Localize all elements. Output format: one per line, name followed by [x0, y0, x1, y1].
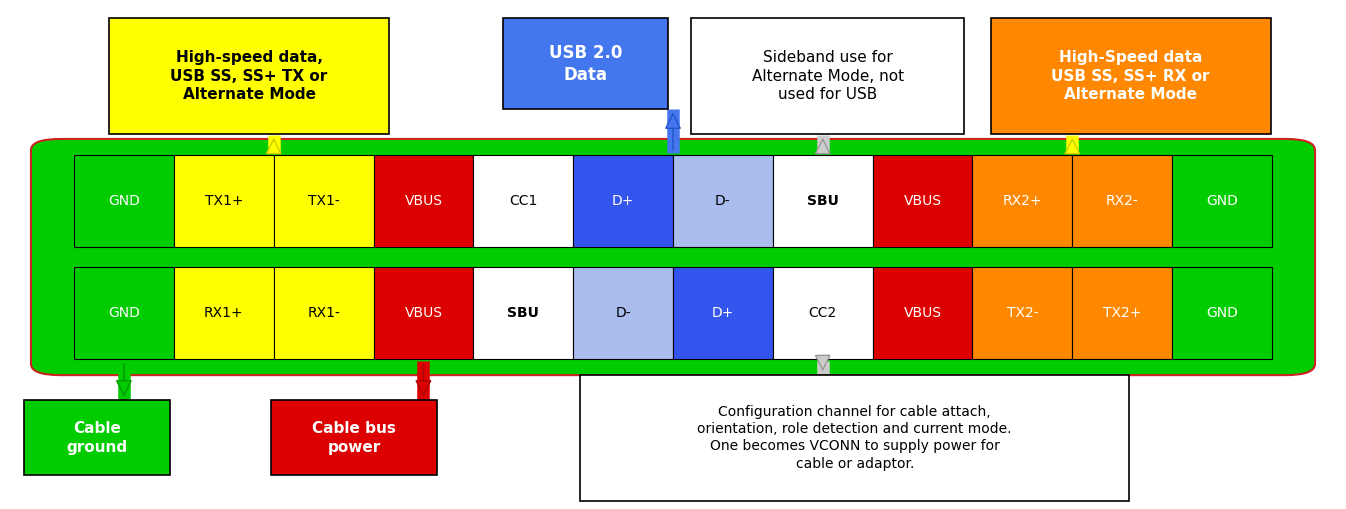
Text: VBUS: VBUS — [903, 305, 942, 320]
FancyBboxPatch shape — [374, 156, 474, 247]
Text: RX1-: RX1- — [307, 305, 341, 320]
Text: High-Speed data
USB SS, SS+ RX or
Alternate Mode: High-Speed data USB SS, SS+ RX or Altern… — [1051, 50, 1210, 102]
Text: Cable bus
power: Cable bus power — [312, 421, 396, 455]
Text: GND: GND — [1206, 305, 1238, 320]
FancyBboxPatch shape — [872, 156, 973, 247]
Text: CC1: CC1 — [509, 194, 537, 209]
FancyBboxPatch shape — [773, 156, 872, 247]
FancyBboxPatch shape — [74, 156, 174, 247]
Text: SBU: SBU — [806, 194, 839, 209]
FancyBboxPatch shape — [991, 18, 1271, 134]
Text: VBUS: VBUS — [404, 305, 443, 320]
FancyBboxPatch shape — [174, 267, 273, 359]
FancyBboxPatch shape — [673, 267, 773, 359]
FancyBboxPatch shape — [1073, 267, 1172, 359]
FancyBboxPatch shape — [773, 267, 872, 359]
FancyBboxPatch shape — [573, 156, 673, 247]
Text: VBUS: VBUS — [404, 194, 443, 209]
FancyBboxPatch shape — [109, 18, 389, 134]
FancyBboxPatch shape — [973, 156, 1073, 247]
FancyBboxPatch shape — [692, 18, 964, 134]
FancyBboxPatch shape — [273, 267, 374, 359]
FancyBboxPatch shape — [174, 156, 273, 247]
FancyBboxPatch shape — [24, 400, 170, 475]
FancyBboxPatch shape — [673, 156, 773, 247]
FancyBboxPatch shape — [31, 139, 1315, 375]
Text: High-speed data,
USB SS, SS+ TX or
Alternate Mode: High-speed data, USB SS, SS+ TX or Alter… — [171, 50, 327, 102]
FancyBboxPatch shape — [872, 267, 973, 359]
Text: RX1+: RX1+ — [205, 305, 244, 320]
FancyBboxPatch shape — [1073, 156, 1172, 247]
Text: GND: GND — [108, 305, 140, 320]
Text: RX2+: RX2+ — [1003, 194, 1042, 209]
FancyBboxPatch shape — [273, 156, 374, 247]
FancyBboxPatch shape — [973, 267, 1073, 359]
Text: Configuration channel for cable attach,
orientation, role detection and current : Configuration channel for cable attach, … — [697, 405, 1012, 471]
FancyBboxPatch shape — [1172, 267, 1272, 359]
FancyBboxPatch shape — [1172, 156, 1272, 247]
FancyBboxPatch shape — [503, 18, 668, 109]
Text: VBUS: VBUS — [903, 194, 942, 209]
Text: D-: D- — [615, 305, 631, 320]
Text: GND: GND — [1206, 194, 1238, 209]
Text: GND: GND — [108, 194, 140, 209]
Text: Sideband use for
Alternate Mode, not
used for USB: Sideband use for Alternate Mode, not use… — [751, 50, 905, 102]
Text: D+: D+ — [712, 305, 734, 320]
FancyBboxPatch shape — [573, 267, 673, 359]
Text: TX1-: TX1- — [308, 194, 339, 209]
FancyBboxPatch shape — [474, 267, 573, 359]
Text: TX2+: TX2+ — [1102, 305, 1141, 320]
Text: Cable
ground: Cable ground — [66, 421, 128, 455]
Text: CC2: CC2 — [809, 305, 837, 320]
Text: RX2-: RX2- — [1106, 194, 1139, 209]
Text: TX1+: TX1+ — [205, 194, 244, 209]
FancyBboxPatch shape — [474, 156, 573, 247]
Text: D+: D+ — [612, 194, 634, 209]
FancyBboxPatch shape — [580, 375, 1129, 501]
Text: TX2-: TX2- — [1007, 305, 1038, 320]
Text: D-: D- — [715, 194, 731, 209]
Text: USB 2.0
Data: USB 2.0 Data — [549, 44, 622, 83]
FancyBboxPatch shape — [271, 400, 436, 475]
FancyBboxPatch shape — [74, 267, 174, 359]
Text: SBU: SBU — [507, 305, 540, 320]
FancyBboxPatch shape — [374, 267, 474, 359]
